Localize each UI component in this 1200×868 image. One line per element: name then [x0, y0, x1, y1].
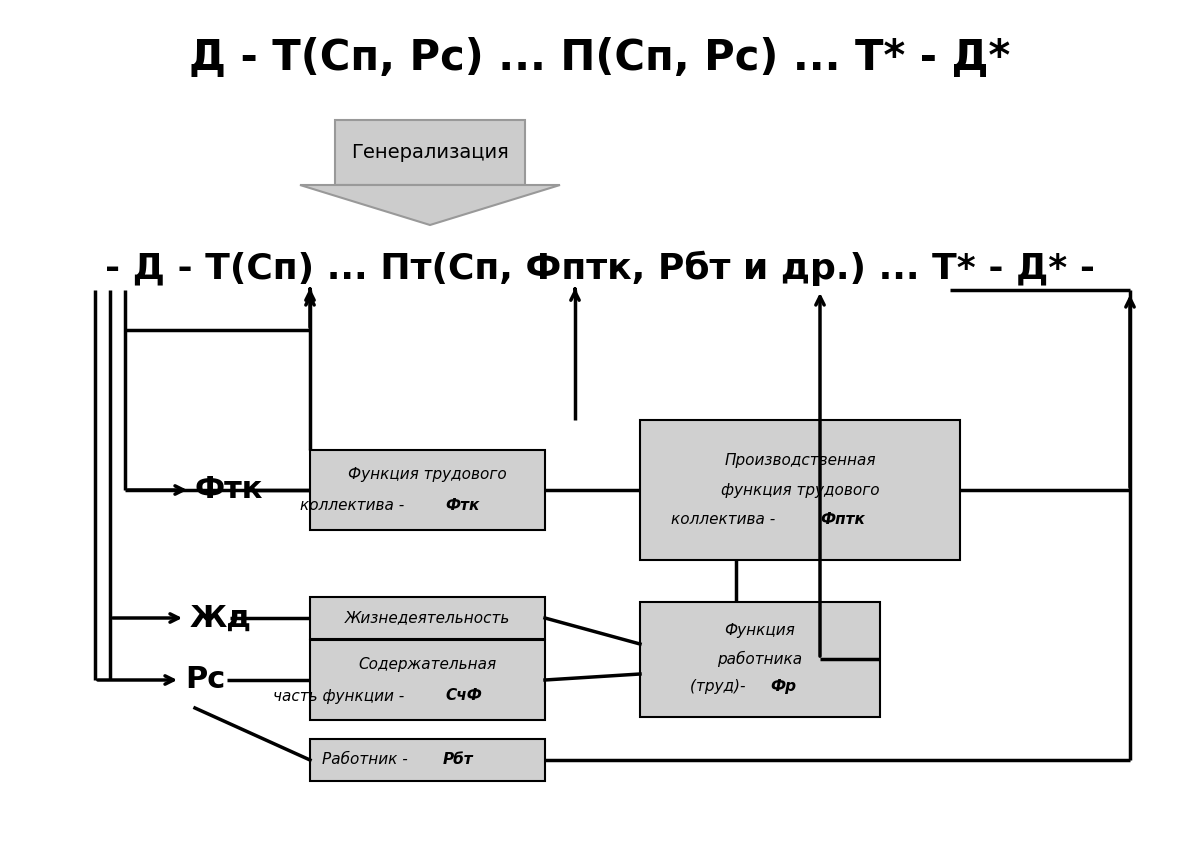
Text: Фптк: Фптк	[820, 512, 865, 528]
Text: СчФ: СчФ	[445, 688, 482, 703]
Bar	[310, 597, 545, 639]
Bar	[310, 450, 545, 530]
Text: (труд)-: (труд)-	[690, 680, 750, 694]
Text: Функция трудового: Функция трудового	[348, 466, 506, 482]
Text: Жизнедеятельность: Жизнедеятельность	[344, 610, 510, 626]
Polygon shape	[300, 185, 560, 225]
Bar	[310, 739, 545, 781]
Text: работника: работника	[718, 651, 803, 667]
Text: коллектива -: коллектива -	[671, 512, 780, 528]
Text: функция трудового: функция трудового	[721, 483, 880, 497]
Bar	[640, 602, 880, 716]
Bar	[310, 640, 545, 720]
Text: Работник -: Работник -	[322, 753, 413, 767]
Bar	[335, 120, 526, 185]
Text: Генерализация: Генерализация	[352, 143, 509, 162]
Text: - Д - Т(Сп) ... Пт(Сп, Фптк, Рбт и др.) ... Т* - Д* -: - Д - Т(Сп) ... Пт(Сп, Фптк, Рбт и др.) …	[106, 250, 1096, 286]
Text: Производственная: Производственная	[725, 452, 876, 468]
Text: часть функции -: часть функции -	[274, 688, 409, 703]
Text: Жд: Жд	[190, 603, 252, 633]
Text: Фр: Фр	[770, 680, 796, 694]
Text: Функция: Функция	[725, 623, 796, 639]
Text: Фтк: Фтк	[445, 498, 480, 514]
Bar	[640, 420, 960, 560]
Text: Д - Т(Сп, Рс) ... П(Сп, Рс) ... Т* - Д*: Д - Т(Сп, Рс) ... П(Сп, Рс) ... Т* - Д*	[190, 37, 1010, 79]
Text: коллектива -: коллектива -	[300, 498, 409, 514]
Text: Рс: Рс	[185, 666, 226, 694]
Text: Содержательная: Содержательная	[359, 656, 497, 672]
Text: Фтк: Фтк	[194, 476, 263, 504]
Text: Рбт: Рбт	[443, 753, 473, 767]
